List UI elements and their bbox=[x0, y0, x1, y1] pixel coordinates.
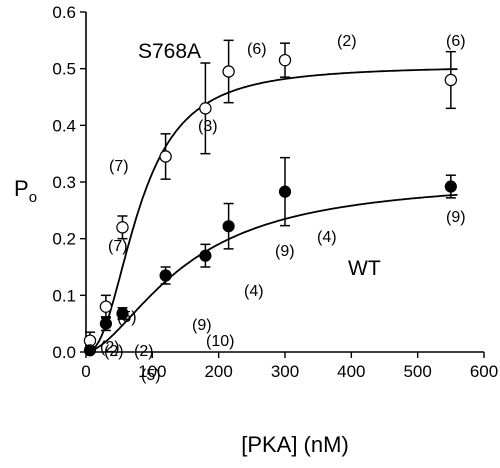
y-tick-label: 0.6 bbox=[52, 3, 76, 22]
y-tick-label: 0.5 bbox=[52, 60, 76, 79]
data-point-wt bbox=[222, 220, 235, 233]
data-point-s768a bbox=[116, 221, 129, 234]
n-label-wt: (2) bbox=[104, 343, 124, 360]
data-point-wt bbox=[83, 344, 97, 357]
x-tick-label: 400 bbox=[337, 362, 365, 381]
y-tick-label: 0.3 bbox=[52, 173, 76, 192]
data-point-wt bbox=[99, 317, 113, 330]
y-tick-label: 0.2 bbox=[52, 230, 76, 249]
n-label-s768a: (7) bbox=[108, 238, 128, 255]
n-label-s768a: (7) bbox=[109, 158, 129, 175]
x-tick-label: 300 bbox=[271, 362, 299, 381]
fit-curve-wt bbox=[90, 193, 458, 352]
y-tick-label: 0.0 bbox=[52, 343, 76, 362]
y-tick-label: 0.4 bbox=[52, 116, 76, 135]
y-tick-label: 0.1 bbox=[52, 286, 76, 305]
data-point-wt bbox=[278, 185, 292, 198]
n-label-s768a: (5) bbox=[117, 309, 137, 326]
x-tick-label: 500 bbox=[403, 362, 431, 381]
x-tick-label: 600 bbox=[470, 362, 498, 381]
data-point-s768a bbox=[159, 150, 172, 163]
fit-curve-s768a bbox=[90, 68, 458, 352]
data-point-s768a bbox=[278, 53, 292, 67]
data-point-s768a bbox=[99, 300, 113, 313]
n-label-s768a: (6) bbox=[446, 33, 466, 50]
y-axis-title-main: P bbox=[14, 176, 29, 201]
x-tick-label: 0 bbox=[81, 362, 90, 381]
data-point-wt bbox=[159, 269, 172, 282]
data-point-wt bbox=[116, 307, 129, 320]
data-point-s768a bbox=[444, 73, 458, 87]
n-label-wt: (10) bbox=[206, 333, 234, 350]
axes: 0 100 200 300 400 500 600 0.0 0.1 0.2 0.3 0.4 0.5 0.6… bbox=[14, 3, 498, 457]
n-label-s768a: (2) bbox=[100, 339, 120, 356]
x-tick-label: 200 bbox=[204, 362, 232, 381]
data-points bbox=[83, 39, 458, 357]
series-label-s768a: S768A bbox=[138, 40, 201, 63]
y-axis-title: Po bbox=[14, 176, 37, 206]
data-point-s768a bbox=[222, 65, 235, 78]
series-label-wt: WT bbox=[348, 257, 381, 280]
n-label-wt: (2) bbox=[134, 343, 154, 360]
n-label-wt: (4) bbox=[317, 229, 337, 246]
data-point-wt bbox=[199, 249, 212, 262]
n-label-s768a: (6) bbox=[247, 41, 267, 58]
x-axis-title: [PKA] (nM) bbox=[241, 432, 349, 457]
n-label-wt: (4) bbox=[244, 283, 264, 300]
y-axis-title-subscript: o bbox=[29, 189, 37, 206]
n-label-wt: (5) bbox=[141, 367, 161, 384]
x-tick-label: 100 bbox=[138, 362, 166, 381]
n-label-wt: (9) bbox=[192, 317, 212, 334]
n-label-s768a: (3) bbox=[198, 118, 218, 135]
data-point-wt bbox=[444, 180, 457, 193]
data-point-s768a bbox=[199, 102, 212, 115]
fit-curves bbox=[90, 68, 458, 352]
n-label-wt: (9) bbox=[446, 209, 466, 226]
n-label-wt: (9) bbox=[275, 243, 295, 260]
n-label-s768a: (2) bbox=[337, 33, 357, 50]
